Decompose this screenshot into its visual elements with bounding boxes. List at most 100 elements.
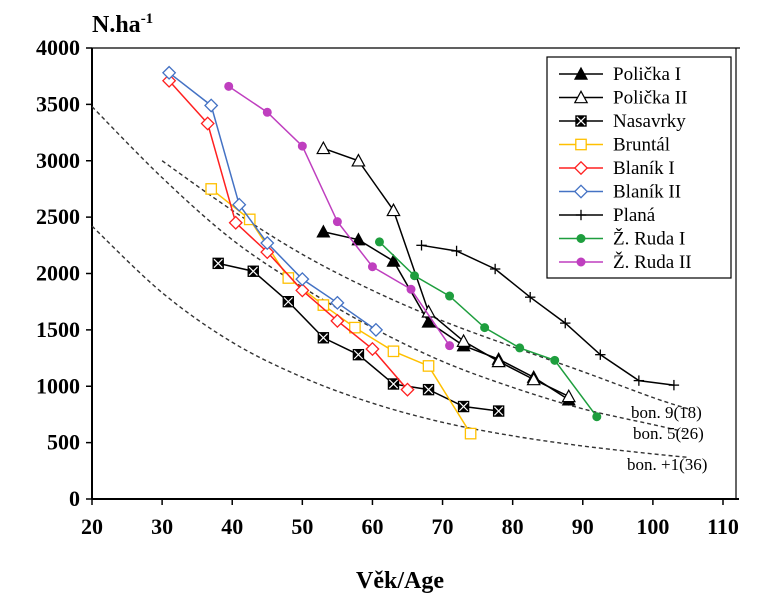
legend-entry: Nasavrky: [559, 111, 686, 132]
data-point: [316, 224, 331, 238]
data-point: [224, 81, 234, 91]
tick-labels: 0 500 1000 1500 2000 2500 3000 3500 4000 20 30 40 50…: [36, 35, 739, 539]
data-point: [515, 343, 525, 353]
legend-entry: Polička II: [559, 88, 687, 109]
data-point: [400, 382, 415, 397]
data-point: [575, 138, 587, 151]
data-point: [524, 291, 536, 303]
data-point: [386, 253, 401, 267]
data-point: [573, 66, 589, 80]
series-line: [421, 244, 675, 386]
data-point: [410, 271, 420, 281]
data-point: [451, 245, 462, 257]
data-point: [367, 262, 377, 272]
data-point: [480, 323, 490, 333]
reference-curve: [91, 225, 689, 458]
legend-entry: Ž. Ruda I: [559, 228, 685, 250]
data-point: [422, 360, 435, 372]
data-point: [561, 388, 576, 403]
legend-label: Polička I: [613, 64, 681, 85]
series-line: [168, 72, 377, 331]
data-point: [282, 295, 295, 308]
x-tick-label: 70: [432, 514, 454, 539]
data-point: [573, 160, 589, 176]
legend-entry: Polička I: [559, 64, 681, 85]
data-point: [212, 257, 224, 270]
legend-label: Blaník II: [613, 182, 681, 203]
data-point: [575, 115, 587, 127]
data-point: [576, 234, 586, 243]
data-point: [232, 197, 247, 212]
data-point: [550, 355, 560, 365]
data-point: [387, 378, 400, 390]
series-line: [168, 80, 409, 391]
data-point: [575, 209, 587, 221]
data-point: [406, 284, 416, 294]
data-point: [464, 427, 477, 440]
data-point: [416, 240, 427, 251]
legend-entry: Ž. Ruda II: [559, 251, 692, 273]
x-tick-label: 110: [707, 514, 739, 539]
legend-label: Nasavrky: [613, 111, 686, 132]
data-point: [421, 314, 436, 328]
y-tick-label: 500: [47, 430, 80, 455]
data-point: [247, 265, 259, 277]
data-point: [633, 375, 645, 386]
data-point: [332, 217, 342, 227]
legend-entry: Bruntál: [559, 135, 670, 156]
y-tick-label: 1000: [36, 373, 80, 398]
legend-entry: Blaník II: [559, 182, 681, 203]
bonitet-label: bon. +1(36): [627, 455, 707, 474]
data-point: [445, 341, 455, 351]
y-tick-label: 1500: [36, 317, 80, 342]
x-tick-label: 50: [291, 514, 313, 539]
data-point: [282, 272, 295, 284]
bonitet-labels: bon. 9(18) bon. 5(26) bon. +1(36): [627, 403, 707, 474]
x-tick-label: 90: [572, 514, 594, 539]
data-point: [330, 295, 345, 310]
data-point: [260, 235, 275, 251]
data-point: [351, 232, 366, 246]
y-tick-label: 3000: [36, 148, 80, 173]
x-tick-label: 60: [361, 514, 383, 539]
data-point: [162, 73, 177, 88]
series: [162, 65, 384, 337]
data-point: [262, 107, 272, 117]
data-point: [297, 141, 307, 151]
data-point: [295, 272, 310, 287]
data-point: [351, 153, 366, 167]
x-axis-title: Věk/Age: [356, 568, 444, 594]
data-point: [365, 341, 380, 357]
data-point: [456, 333, 471, 347]
series: [162, 73, 415, 397]
y-tick-label: 2500: [36, 204, 80, 229]
x-tick-label: 100: [636, 514, 669, 539]
data-point: [422, 383, 435, 396]
bonitet-label: bon. 9(18): [631, 403, 702, 422]
legend-entry: Planá: [559, 205, 656, 226]
series: [212, 257, 505, 417]
data-point: [491, 353, 506, 368]
x-tick-label: 30: [151, 514, 173, 539]
data-point: [445, 291, 455, 301]
y-tick-label: 0: [69, 486, 80, 511]
legend-label: Polička II: [613, 88, 687, 109]
bonitet-label: bon. 5(26): [633, 424, 704, 443]
y-tick-label: 3500: [36, 91, 80, 116]
legend-entry: Blaník I: [559, 158, 675, 179]
data-point: [576, 257, 586, 267]
data-point: [526, 372, 541, 386]
legend-label: Ž. Ruda II: [613, 251, 692, 273]
data-point: [368, 322, 384, 337]
data-point: [330, 313, 345, 328]
data-point: [228, 215, 243, 230]
data-point: [573, 184, 589, 199]
x-tick-label: 20: [81, 514, 103, 539]
data-point: [492, 405, 505, 417]
data-point: [349, 321, 361, 334]
data-point: [386, 202, 401, 217]
data-point: [260, 244, 275, 260]
data-point: [352, 348, 365, 361]
reference-curve: [91, 106, 689, 434]
